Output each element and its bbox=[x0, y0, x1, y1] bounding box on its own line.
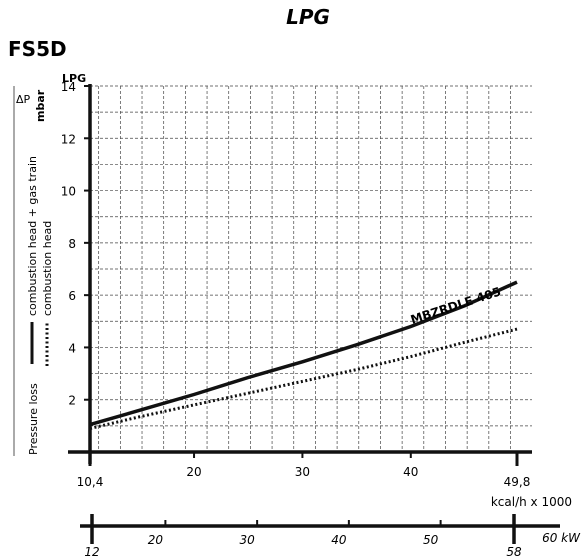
plot-series: MBZRDLE 405 bbox=[89, 280, 518, 430]
x-end-label: 49,8 bbox=[504, 475, 531, 489]
x-tick-label: 30 bbox=[295, 465, 310, 479]
y-tick-label: 12 bbox=[61, 132, 76, 146]
x-tick-label: 20 bbox=[186, 465, 201, 479]
kw-tick-label: 20 bbox=[148, 533, 164, 547]
x-end-label: 10,4 bbox=[77, 475, 104, 489]
legend-label-combustion-head: combustion head bbox=[41, 221, 54, 316]
y-tick-label: 14 bbox=[61, 80, 76, 94]
kw-unit-label: 60 kW bbox=[542, 531, 581, 545]
kw-tick-label: 30 bbox=[239, 533, 255, 547]
kw-tick-label: 50 bbox=[423, 533, 439, 547]
page-title: LPG bbox=[286, 5, 330, 29]
kw-tick-label: 40 bbox=[331, 533, 347, 547]
series-line-solid bbox=[89, 280, 518, 427]
series-label: MBZRDLE 405 bbox=[409, 284, 503, 326]
legend: ΔP mbar Pressure loss combustion head + … bbox=[13, 86, 54, 456]
y-tick-label: 10 bbox=[61, 185, 76, 199]
fuel-label: LPG bbox=[62, 72, 86, 85]
kw-axis: 20 30 40 50 12 58 60 kW bbox=[80, 514, 581, 559]
plot-grid bbox=[90, 85, 532, 452]
y-tick-label: 6 bbox=[68, 289, 76, 303]
series-line-dotted bbox=[89, 327, 518, 430]
x-unit-label: kcal/h x 1000 bbox=[491, 495, 572, 509]
y-tick-label: 8 bbox=[68, 237, 76, 251]
y-tick-label: 2 bbox=[68, 394, 76, 408]
kw-end-label: 12 bbox=[84, 545, 99, 559]
legend-title: Pressure loss bbox=[27, 383, 40, 455]
y-axis-symbol: ΔP bbox=[16, 93, 31, 106]
kw-end-label: 58 bbox=[506, 545, 522, 559]
legend-label-combustion-head-gas-train: combustion head + gas train bbox=[26, 156, 39, 316]
plot-axes: 2 4 6 8 10 12 14 20 30 40 10,4 49,8 kcal/h x 1000 bbox=[61, 80, 572, 509]
x-tick-label: 40 bbox=[403, 465, 418, 479]
y-tick-label: 4 bbox=[68, 341, 76, 355]
model-name: FS5D bbox=[8, 37, 67, 61]
y-axis-unit: mbar bbox=[34, 89, 47, 122]
